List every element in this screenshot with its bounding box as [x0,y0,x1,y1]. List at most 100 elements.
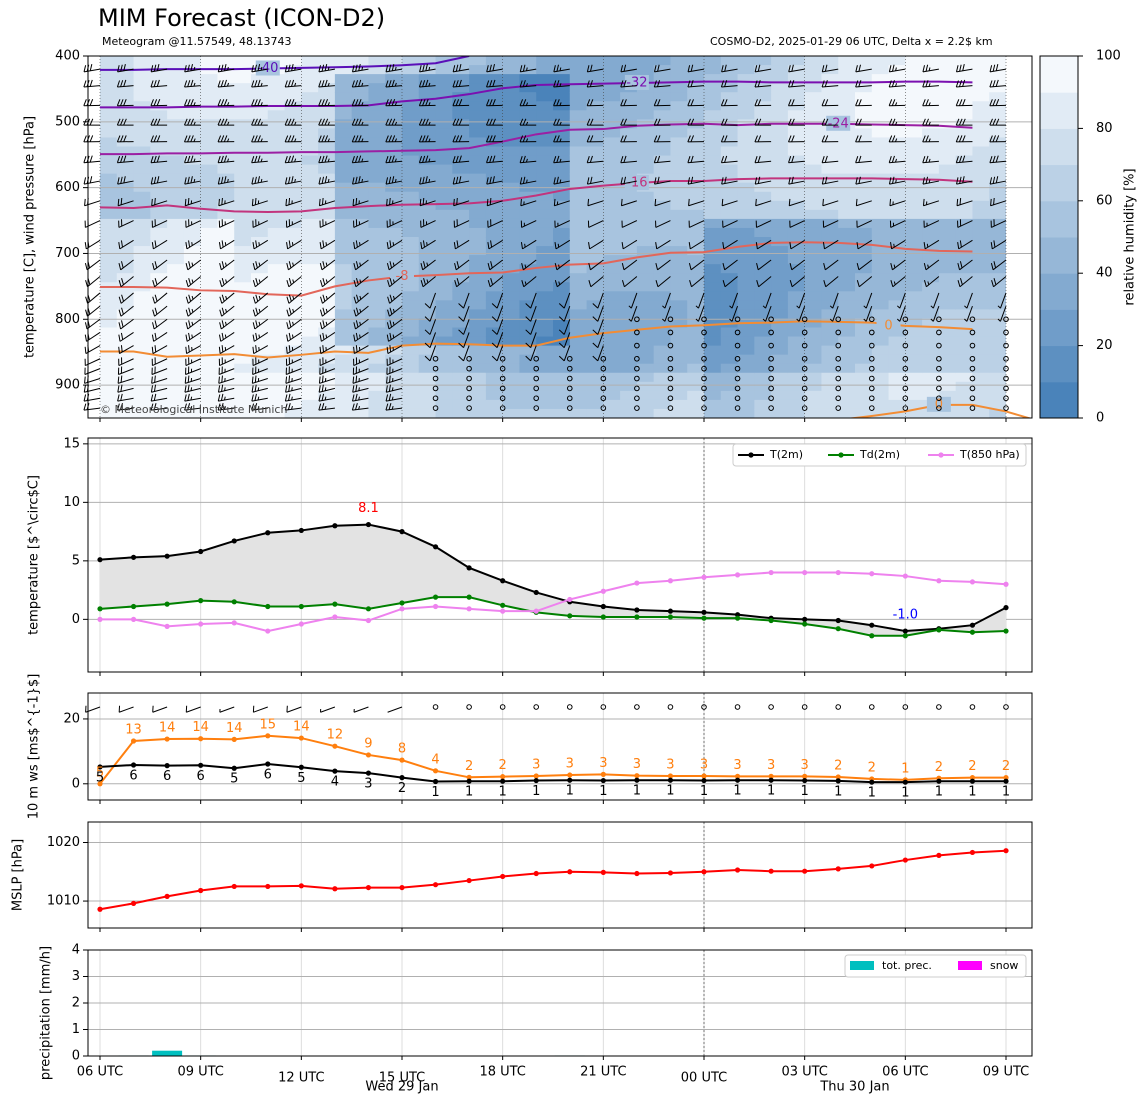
barb-flag-full [486,135,490,143]
rh-cell [267,282,286,292]
rh-cell [704,237,722,247]
rh-cell [888,354,906,365]
rh-cell [821,399,839,410]
barb-flag-full [123,64,126,71]
rh-cell [267,264,286,274]
barb-flag-full [554,242,557,249]
rh-cell [737,282,755,292]
barb-flag-full [83,65,87,73]
barb-flag-full [319,358,321,366]
barb-flag-full [922,198,925,206]
rh-cell [972,110,990,120]
barb-flag-half [695,318,699,322]
barb-flag-half [258,279,261,283]
barb-flag-half [260,66,263,71]
rh-cell [989,155,1007,166]
temp-point [164,601,170,607]
profile-wind-barb [533,355,540,362]
barb-flag-full [220,64,224,72]
rh-cell [871,218,890,229]
barb-flag-full [553,99,557,106]
barb-flag-half [926,222,928,227]
profile-wind-barb [600,395,607,402]
rh-cell [720,336,739,347]
barb-flag-full [221,332,224,340]
calm-circle [432,365,439,372]
barb-flag-full [922,80,926,88]
barb-flag-full [321,118,325,126]
rh-cell [334,128,353,139]
rh-cell [855,218,873,229]
barb-flag-full [623,118,627,126]
rh-cell [469,390,487,401]
barb-staff [791,259,805,271]
rh-cell [787,282,806,292]
barb-flag-half [291,405,293,410]
barb-staff [992,239,1007,250]
rh-cell [469,128,487,139]
rh-cell [888,200,906,211]
rh-cell [922,390,940,401]
barb-flag-half [525,158,528,163]
profile-wind-barb [586,99,604,107]
rh-cell [804,291,823,301]
rh-cell [720,354,739,365]
rh-cell [888,155,906,166]
gust-value-label: 2 [499,758,507,773]
barb-staff [83,85,101,88]
rh-cell [402,381,420,392]
rh-cell [603,309,621,320]
profile-wind-barb [454,259,470,271]
barb-flag-full [187,375,190,383]
profile-wind-barb [218,219,235,228]
barb-flag-half [294,121,297,126]
rh-cell [200,327,219,338]
rh-cell [267,137,286,148]
rh-cell [838,354,856,365]
colorbar-frame [1039,55,1079,419]
profile-wind-barb [453,239,470,250]
rh-cell [251,264,269,274]
profile-wind-barb [184,79,201,88]
rh-cell [368,336,386,347]
barb-flag-half [190,378,193,382]
barb-flag-full [519,118,524,126]
rh-cell [167,128,185,139]
barb-staff [530,345,537,361]
rh-cell [284,155,302,166]
isotherm-label-bg [624,175,649,191]
profile-wind-barb [955,64,973,73]
gust-value-label: 3 [599,756,607,771]
rh-cell [737,399,755,410]
profile-wind-barb [655,220,671,228]
rh-cell [704,191,722,202]
rh-cell [569,164,588,175]
rh-cell [838,282,856,292]
rh-cell [301,300,319,310]
rh-cell [569,309,588,320]
rh-cell [183,390,202,401]
rh-cell [251,363,269,374]
rh-cell [200,191,219,202]
rh-cell [737,164,755,175]
rh-cell [804,336,823,347]
barb-staff [252,358,268,367]
barb-flag-full [491,342,498,349]
rh-cell [603,137,621,148]
barb-flag-full [589,99,594,106]
rh-cell [318,354,336,365]
rh-cell [905,390,923,401]
rh-cell [972,209,990,220]
profile-wind-barb [856,259,873,271]
rh-cell [167,408,185,418]
rh-cell [653,345,672,356]
profile-wind-barb [592,292,604,309]
barb-flag-half [524,243,526,248]
rh-cell [687,237,705,247]
rh-cell [569,137,588,148]
barb-flag-full [891,80,895,87]
rh-cell [636,110,655,120]
temp-point [835,569,841,576]
profile-wind-barb [520,220,537,228]
rh-cell [150,74,168,84]
